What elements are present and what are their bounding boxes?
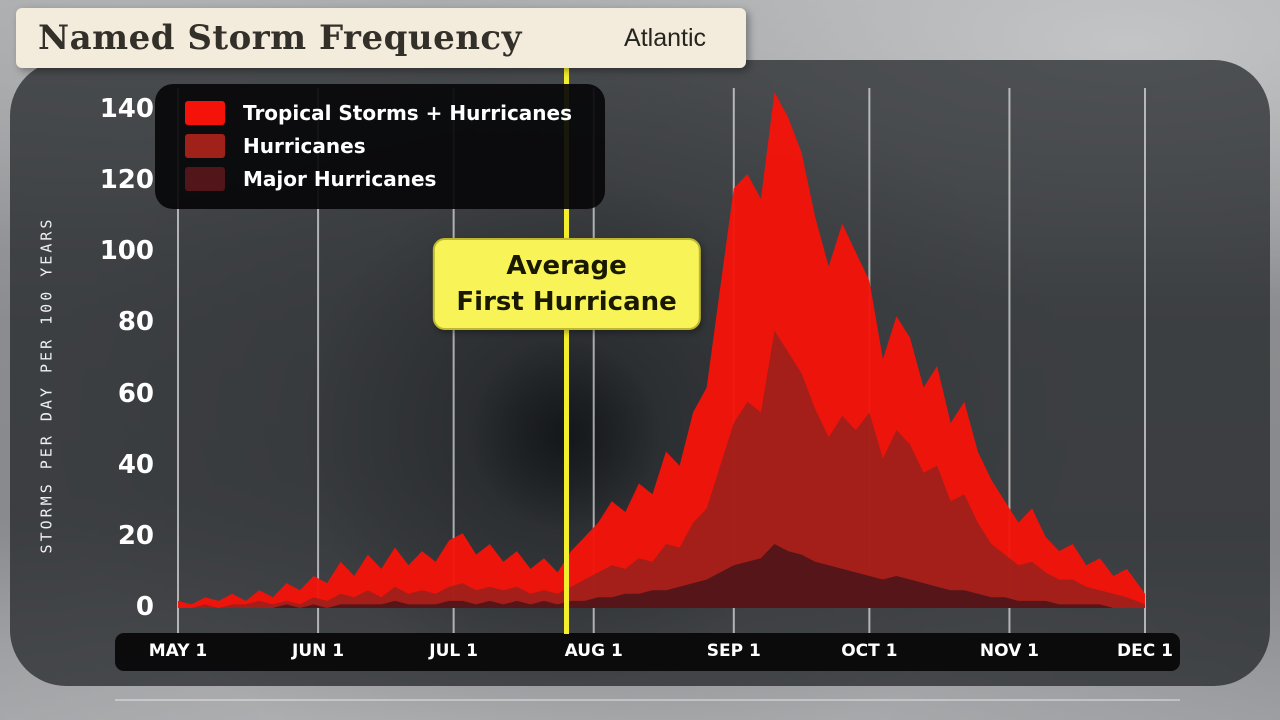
- legend-swatch-0: [185, 100, 225, 125]
- y-tick-label: 100: [99, 236, 154, 267]
- title-bar: Named Storm Frequency Atlantic: [16, 8, 746, 68]
- legend-item-hurricanes: Hurricanes: [185, 129, 605, 162]
- legend-label: Major Hurricanes: [243, 166, 437, 191]
- average-first-hurricane-line: [564, 66, 570, 634]
- legend-label: Tropical Storms + Hurricanes: [243, 100, 573, 125]
- y-tick-label: 0: [135, 592, 154, 622]
- legend-item-total: Tropical Storms + Hurricanes: [185, 96, 605, 129]
- legend-swatch-2: [185, 166, 225, 191]
- y-tick-label: 120: [99, 165, 154, 196]
- x-axis-label: DEC 1: [1117, 641, 1173, 661]
- callout-line-2: First Hurricane: [456, 287, 677, 317]
- page-title: Named Storm Frequency: [38, 18, 522, 58]
- area-series-major-hurricanes: [178, 544, 1145, 608]
- x-axis-label: JUL 1: [429, 641, 478, 661]
- area-series-hurricanes: [178, 330, 1145, 608]
- x-axis-label: OCT 1: [841, 641, 898, 661]
- x-axis-label: JUN 1: [292, 641, 345, 661]
- y-tick-label: 20: [117, 520, 154, 551]
- x-axis-label: AUG 1: [564, 641, 623, 661]
- region-label: Atlantic: [624, 23, 706, 52]
- x-axis-label: MAY 1: [148, 641, 208, 661]
- x-axis-label: NOV 1: [979, 641, 1040, 661]
- y-tick-label: 80: [117, 307, 154, 338]
- x-axis-label: SEP 1: [706, 641, 761, 661]
- x-axis-bar: [115, 633, 1180, 671]
- callout-line-1: Average: [506, 251, 627, 281]
- average-first-hurricane-callout: Average First Hurricane: [432, 238, 701, 330]
- legend-swatch-1: [185, 133, 225, 158]
- legend-label: Hurricanes: [243, 133, 366, 158]
- bottom-divider: [115, 699, 1180, 701]
- y-tick-label: 140: [99, 94, 154, 125]
- y-axis-title: STORMS PER DAY PER 100 YEARS: [37, 216, 56, 554]
- legend-item-major-hurricanes: Major Hurricanes: [185, 162, 605, 195]
- y-tick-label: 40: [117, 449, 154, 480]
- y-tick-label: 60: [117, 378, 154, 409]
- legend: Tropical Storms + Hurricanes Hurricanes …: [155, 84, 605, 209]
- storm-frequency-chart: [177, 88, 1146, 633]
